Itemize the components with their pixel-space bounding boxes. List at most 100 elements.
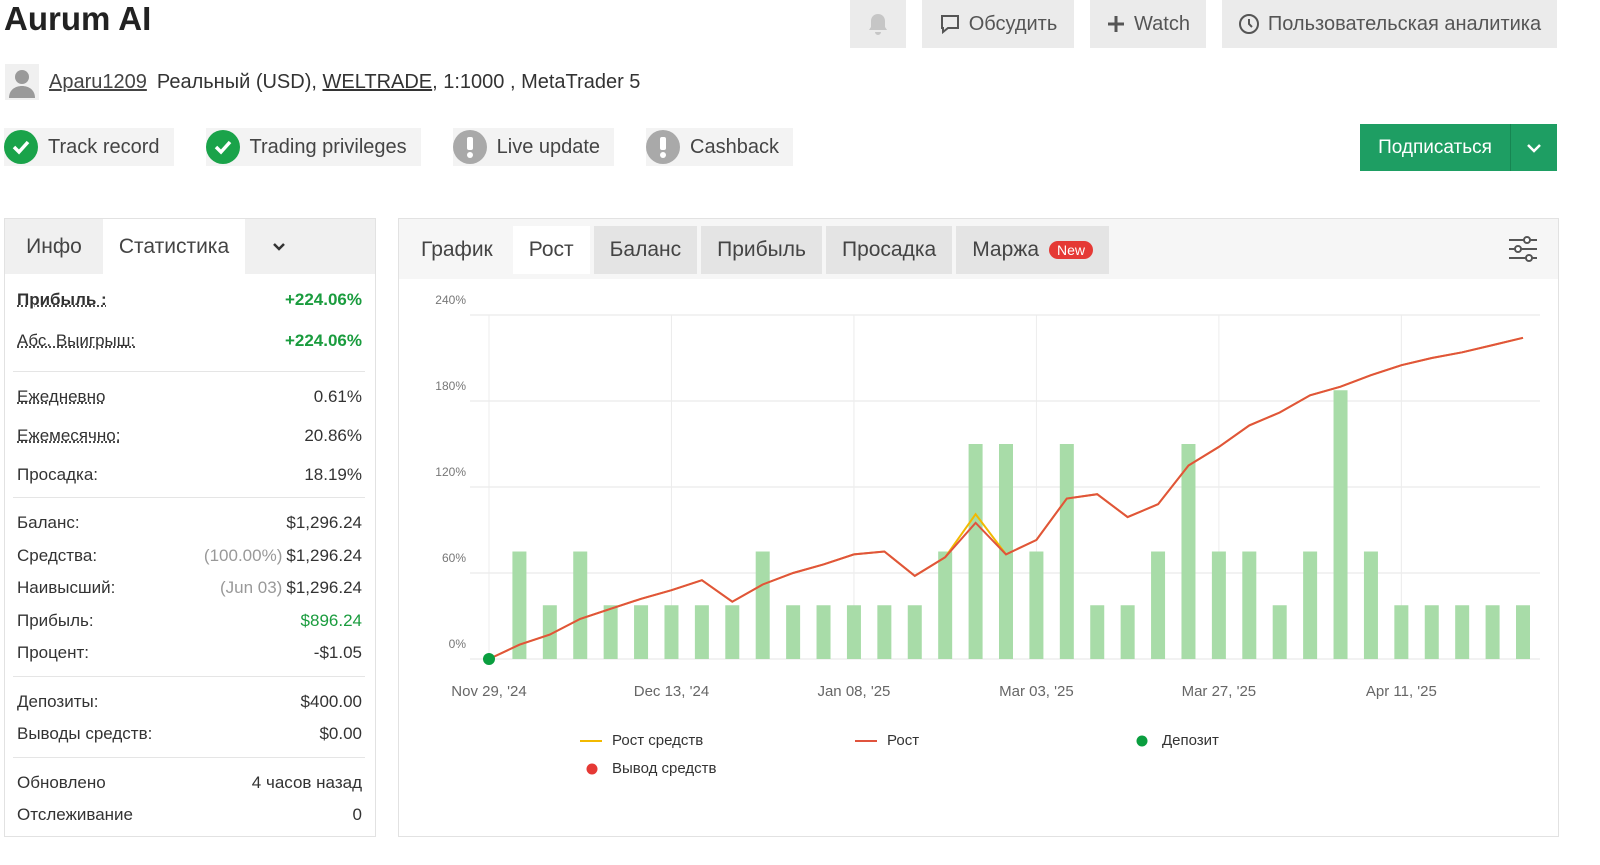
stat-value: -$1.05 bbox=[313, 643, 362, 662]
bar bbox=[786, 605, 801, 659]
chat-icon bbox=[940, 15, 959, 35]
chart-tab-label: Просадка bbox=[841, 238, 937, 261]
stat-value: 0 bbox=[352, 805, 362, 824]
broker-link[interactable]: WELTRADE bbox=[322, 70, 433, 93]
stat-row: Наивысший: (Jun 03) $1,296.24 bbox=[17, 576, 362, 600]
stat-row: Баланс: $1,296.24 bbox=[17, 511, 362, 535]
stat-value: $1,296.24 bbox=[286, 545, 362, 565]
stat-value-wrap: +224.06% bbox=[285, 331, 362, 351]
bar bbox=[603, 605, 618, 659]
check-icon bbox=[205, 130, 240, 164]
stats-tab[interactable]: Статистика bbox=[103, 219, 245, 274]
discuss-button[interactable]: Обсудить bbox=[922, 0, 1074, 48]
chart-tab[interactable]: Баланс bbox=[593, 226, 698, 274]
button-label: Пользовательская аналитика bbox=[1267, 12, 1542, 35]
badge-label: Track record bbox=[48, 135, 160, 158]
divider bbox=[13, 371, 365, 372]
x-tick-label: Nov 29, '24 bbox=[451, 683, 526, 700]
account-row: Aparu1209 Реальный (USD), WELTRADE, 1:10… bbox=[5, 64, 640, 100]
legend-label: Депозит bbox=[1162, 732, 1219, 749]
stat-value: $896.24 bbox=[300, 610, 362, 630]
account-type: Реальный (USD), bbox=[156, 70, 317, 93]
stat-value: +224.06% bbox=[284, 290, 362, 309]
x-tick-label: Apr 11, '25 bbox=[1366, 683, 1437, 700]
divider bbox=[13, 757, 365, 758]
settings-icon[interactable] bbox=[1507, 233, 1539, 265]
bar bbox=[1394, 605, 1409, 659]
stat-row: Обновлено 4 часов назад bbox=[17, 771, 362, 795]
growth-line bbox=[488, 336, 1524, 660]
warning-icon bbox=[646, 130, 681, 164]
bar bbox=[1151, 551, 1166, 659]
notify-button[interactable] bbox=[850, 0, 906, 48]
stat-value: $0.00 bbox=[319, 724, 362, 743]
chart-tab[interactable]: Рост bbox=[512, 226, 590, 274]
stat-label: Выводы средств: bbox=[17, 724, 153, 743]
stat-value-wrap: $0.00 bbox=[319, 724, 362, 744]
chart-tab[interactable]: Маржа New bbox=[956, 226, 1110, 274]
x-tick-label: Mar 03, '25 bbox=[999, 683, 1074, 700]
bar bbox=[968, 444, 983, 659]
stat-row: Абс. Выигрыш: +224.06% bbox=[17, 329, 362, 353]
stat-value: 0.61% bbox=[313, 387, 362, 406]
stat-value-wrap: 18.19% bbox=[304, 465, 362, 485]
legend-label: Вывод средств bbox=[612, 760, 716, 777]
avatar bbox=[5, 64, 39, 100]
stat-label: Отслеживание bbox=[17, 805, 134, 824]
chart-tab[interactable]: Прибыль bbox=[701, 226, 822, 274]
stat-label: Прибыль: bbox=[17, 610, 94, 630]
stat-label: Баланс: bbox=[17, 513, 80, 532]
bar bbox=[725, 605, 740, 659]
stat-row: Прибыль: $896.24 bbox=[17, 609, 362, 633]
bar bbox=[999, 444, 1013, 659]
bar bbox=[1485, 605, 1500, 659]
stat-value-wrap: 4 часов назад bbox=[252, 773, 362, 793]
stat-label: Абс. Выигрыш: bbox=[17, 331, 136, 350]
bar bbox=[512, 551, 527, 659]
badge: Trading privileges bbox=[205, 128, 421, 166]
chart-tab[interactable]: Просадка bbox=[825, 226, 953, 274]
point bbox=[483, 653, 495, 665]
bar bbox=[664, 605, 679, 659]
subscribe-button[interactable]: Подписаться bbox=[1360, 124, 1557, 171]
bar bbox=[1455, 605, 1470, 659]
info-tab[interactable]: Инфо bbox=[26, 234, 82, 258]
tab-dropdown[interactable] bbox=[271, 239, 287, 255]
page-title: Aurum AI bbox=[4, 0, 152, 37]
bar bbox=[755, 551, 770, 659]
stat-value: 4 часов назад bbox=[251, 773, 362, 792]
legend-swatch bbox=[586, 763, 598, 775]
stat-label: Средства: bbox=[17, 545, 98, 565]
stat-value: $1,296.24 bbox=[286, 578, 362, 597]
chart-tab[interactable]: График bbox=[405, 226, 509, 274]
legend-swatch bbox=[1136, 735, 1148, 747]
bar bbox=[1272, 605, 1287, 659]
bar bbox=[1363, 551, 1378, 659]
stat-note: (Jun 03) bbox=[219, 578, 283, 597]
chart-tab-label: График bbox=[421, 238, 493, 261]
y-tick-label: 180% bbox=[435, 379, 466, 393]
watch-button[interactable]: Watch bbox=[1090, 0, 1206, 48]
y-tick-label: 240% bbox=[435, 293, 466, 307]
stat-row: Отслеживание 0 bbox=[17, 803, 362, 827]
stat-value-wrap: $896.24 bbox=[301, 611, 362, 631]
badge-label: Live update bbox=[496, 135, 601, 158]
stat-value-wrap: (100.00%) $1,296.24 bbox=[204, 546, 362, 566]
stat-row: Средства: (100.00%) $1,296.24 bbox=[17, 544, 362, 568]
stat-value: $1,296.24 bbox=[286, 513, 362, 532]
badge: Cashback bbox=[646, 128, 793, 166]
user-link[interactable]: Aparu1209 bbox=[49, 70, 147, 93]
chart-tab-label: Маржа bbox=[972, 238, 1040, 261]
y-tick-label: 60% bbox=[442, 551, 466, 565]
stat-row: Процент: -$1.05 bbox=[17, 641, 362, 665]
bar bbox=[1333, 390, 1348, 659]
legend-label: Рост bbox=[887, 732, 919, 749]
bell-icon bbox=[869, 14, 887, 35]
x-tick-label: Dec 13, '24 bbox=[634, 683, 709, 700]
stat-value-wrap: 0 bbox=[353, 805, 362, 825]
analytics-button[interactable]: Пользовательская аналитика bbox=[1222, 0, 1557, 48]
stat-label: Обновлено bbox=[17, 773, 106, 792]
stat-value: +224.06% bbox=[284, 331, 362, 350]
badge: Track record bbox=[4, 128, 174, 166]
